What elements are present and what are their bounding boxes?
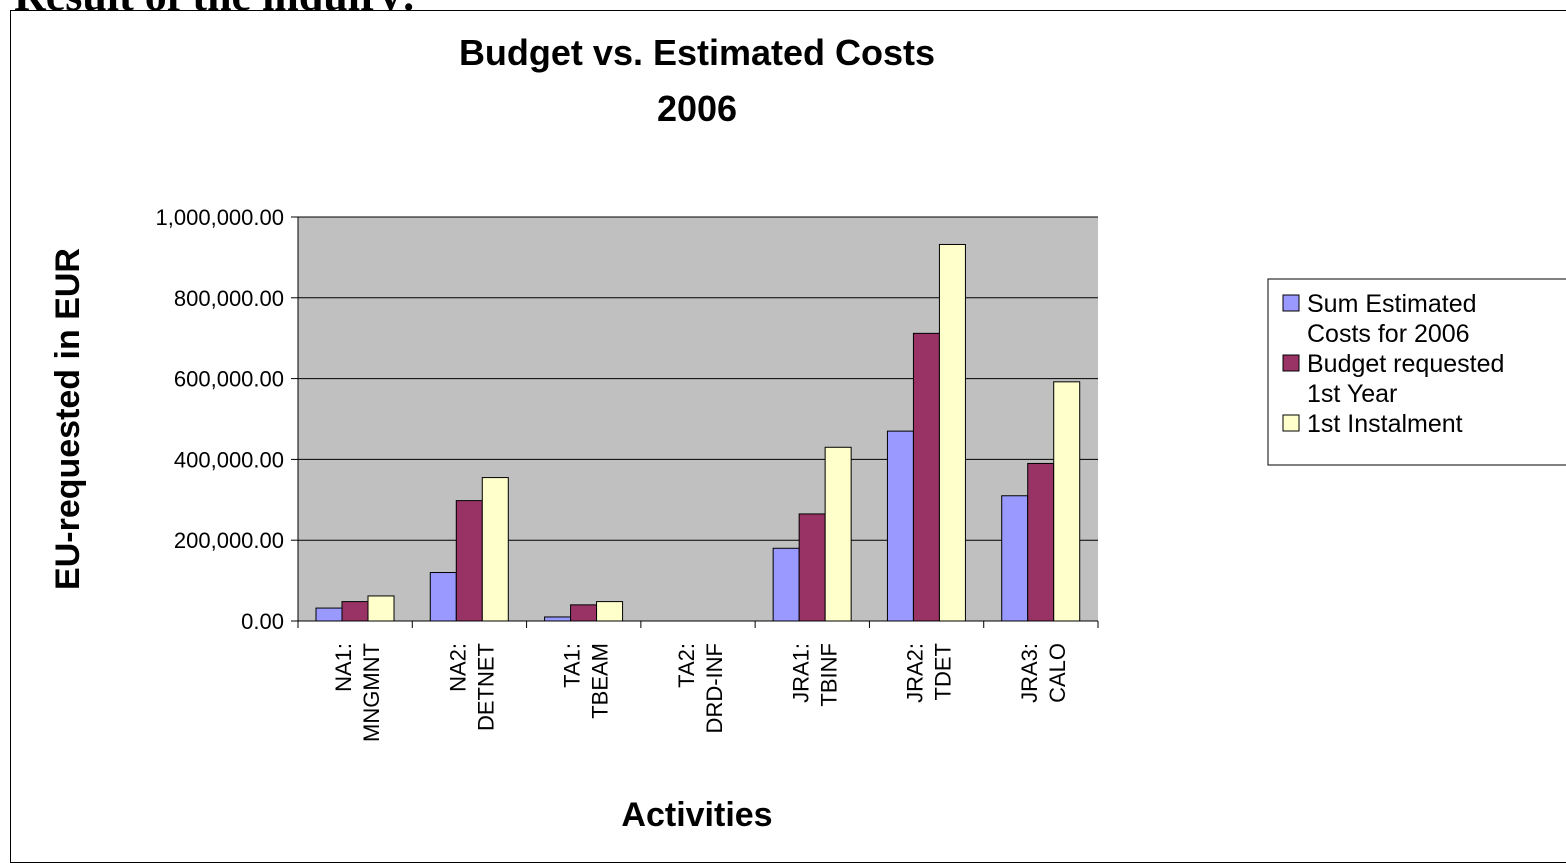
legend-swatch xyxy=(1282,294,1300,312)
bar xyxy=(455,500,483,622)
legend-label: Sum Estimated xyxy=(1307,290,1477,318)
bar xyxy=(1001,495,1029,622)
bar xyxy=(481,477,509,622)
legend-label: Budget requested xyxy=(1307,350,1504,378)
y-tick-label: 200,000.00 xyxy=(174,528,284,553)
y-tick-label: 600,000.00 xyxy=(174,367,284,392)
y-tick-label: 400,000.00 xyxy=(174,447,284,472)
bar xyxy=(772,547,800,622)
x-tick-label: NA1: MNGMNT xyxy=(331,643,384,742)
bar xyxy=(315,607,343,622)
bars xyxy=(315,243,1081,622)
bar xyxy=(938,243,966,622)
legend-swatch xyxy=(1282,414,1300,432)
legend-label: Costs for 2006 xyxy=(1307,320,1470,348)
y-tick-label: 1,000,000.00 xyxy=(156,205,284,230)
legend-label: 1st Year xyxy=(1307,380,1397,408)
x-tick-label: NA2: DETNET xyxy=(445,643,498,731)
bar xyxy=(886,430,914,622)
y-tick-label: 0.00 xyxy=(241,609,284,634)
y-tick-label: 800,000.00 xyxy=(174,286,284,311)
chart-subtitle: 2006 xyxy=(657,88,737,129)
bar xyxy=(429,572,457,622)
bar xyxy=(596,601,624,622)
legend-swatch xyxy=(1282,354,1300,372)
legend-label: 1st Instalment xyxy=(1307,410,1463,438)
x-tick-label: TA1: TBEAM xyxy=(560,643,613,719)
bar xyxy=(1027,462,1055,622)
plot-area xyxy=(298,217,1098,621)
legend-box xyxy=(1267,278,1566,466)
x-tick-label: JRA2: TDET xyxy=(903,643,956,703)
bar xyxy=(798,513,826,622)
bar xyxy=(367,595,395,622)
chart-title: Budget vs. Estimated Costs xyxy=(459,32,935,73)
x-axis-title: Activities xyxy=(621,796,772,834)
x-tick-label: JRA1: TBINF xyxy=(788,643,841,707)
bar xyxy=(570,604,598,622)
bar xyxy=(912,332,940,622)
x-tick-label: TA2: DRD-INF xyxy=(674,643,727,733)
bar xyxy=(341,601,369,622)
bar xyxy=(1053,381,1081,622)
bar-chart: Budget vs. Estimated Costs 2006 0.00 200,… xyxy=(49,32,1566,834)
axes: 0.00 200,000.00 400,000.00 600,000.00 800,00… xyxy=(156,205,1099,742)
y-axis-title: EU-requested in EUR xyxy=(49,248,87,590)
x-tick-label: JRA3: CALO xyxy=(1017,643,1070,703)
bar xyxy=(824,446,852,622)
bar xyxy=(544,616,572,622)
chart-frame: Budget vs. Estimated Costs 2006 0.00 200,… xyxy=(10,10,1566,863)
